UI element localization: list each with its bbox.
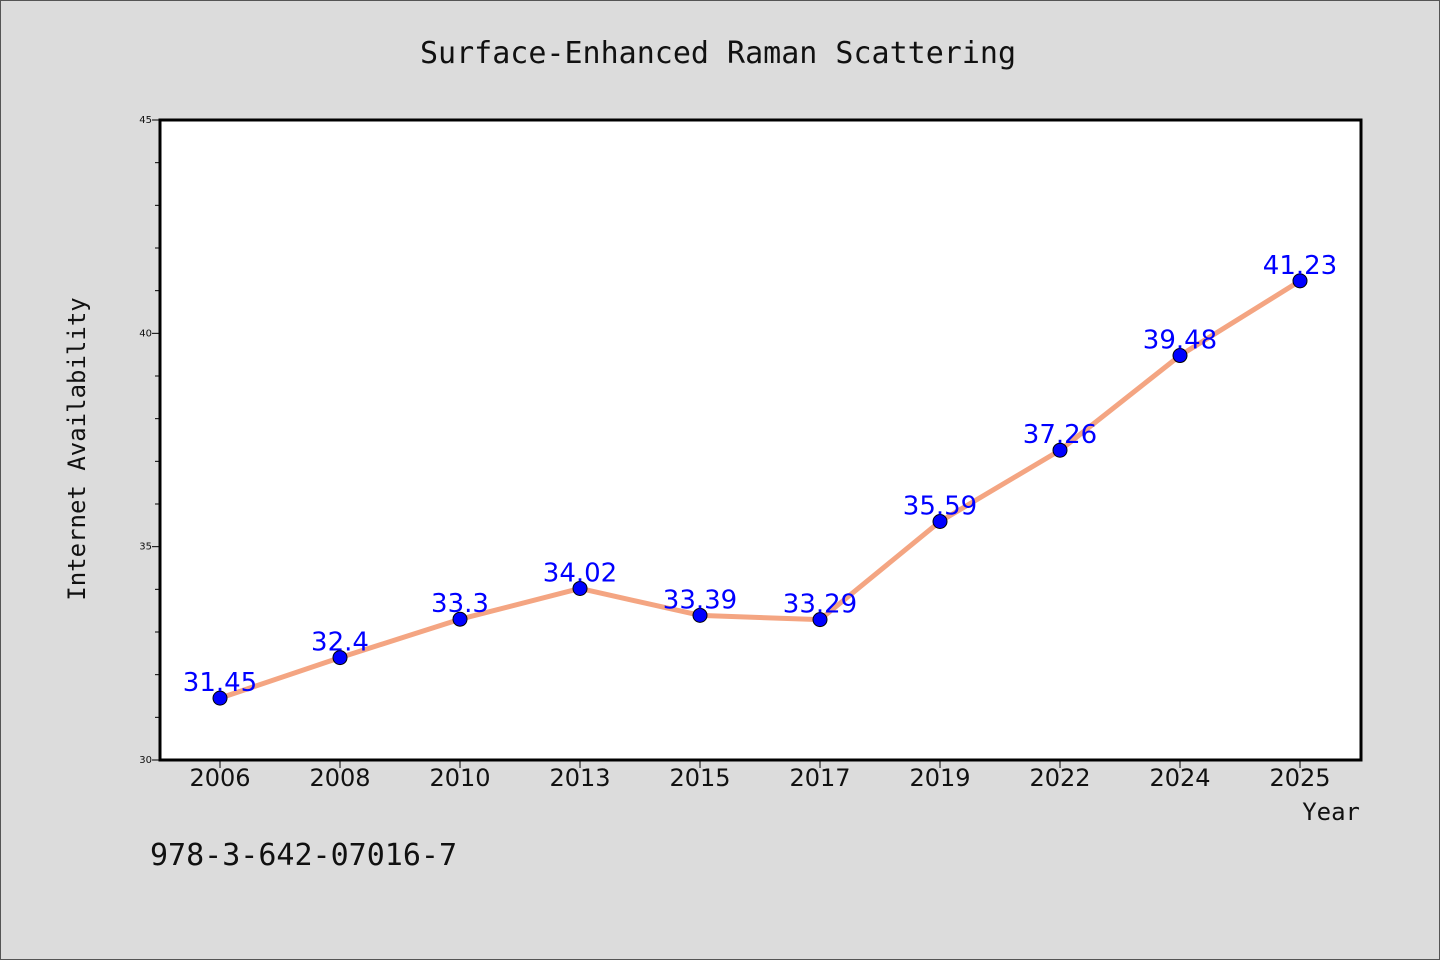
- y-axis-ticks: 30 35 40 45: [139, 115, 160, 766]
- y-axis-label: Internet Availability: [63, 297, 91, 600]
- x-tick-label: 2010: [429, 764, 490, 792]
- data-point: [1292, 273, 1308, 289]
- chart-title: Surface-Enhanced Raman Scattering: [420, 36, 1016, 71]
- x-tick-label: 2019: [909, 764, 970, 792]
- x-tick-label: 2022: [1029, 764, 1090, 792]
- data-point: [812, 612, 828, 628]
- x-tick-label: 2025: [1269, 764, 1330, 792]
- y-tick-label: 30: [139, 755, 152, 766]
- x-tick-label: 2006: [189, 764, 250, 792]
- data-point: [1052, 442, 1068, 458]
- x-tick-label: 2024: [1149, 764, 1210, 792]
- x-axis-label: Year: [1302, 798, 1360, 826]
- data-label: 34.02: [543, 558, 617, 588]
- isbn-text: 978-3-642-07016-7: [150, 838, 457, 873]
- data-labels: 31.45 32.4 33.3 34.02 33.39 33.29 35.59 37.26 39…: [183, 251, 1337, 698]
- data-label: 37.26: [1023, 420, 1097, 450]
- x-tick-label: 2015: [669, 764, 730, 792]
- series-line: [217, 278, 1303, 701]
- data-point: [332, 650, 348, 666]
- x-axis-ticks: 2006 2008 2010 2013 2015 2017 2019 2022 2024 2025: [189, 760, 1331, 792]
- data-label: 39.48: [1143, 326, 1217, 356]
- data-label: 41.23: [1263, 251, 1337, 281]
- y-tick-label: 45: [139, 115, 152, 126]
- y-tick-label: 40: [139, 328, 152, 339]
- data-label: 33.3: [431, 589, 489, 619]
- data-point: [932, 513, 948, 529]
- data-point: [692, 607, 708, 623]
- data-point: [1172, 348, 1188, 364]
- y-tick-label: 35: [139, 542, 152, 553]
- data-label: 31.45: [183, 668, 257, 698]
- data-label: 33.29: [783, 590, 857, 620]
- data-point: [572, 580, 588, 596]
- data-label: 32.4: [311, 628, 369, 658]
- x-tick-label: 2008: [309, 764, 370, 792]
- data-label: 35.59: [903, 491, 977, 521]
- data-point: [452, 611, 468, 627]
- data-point: [212, 690, 228, 706]
- data-label: 33.39: [663, 585, 737, 615]
- x-tick-label: 2013: [549, 764, 610, 792]
- series-markers: [212, 273, 1308, 706]
- x-tick-label: 2017: [789, 764, 850, 792]
